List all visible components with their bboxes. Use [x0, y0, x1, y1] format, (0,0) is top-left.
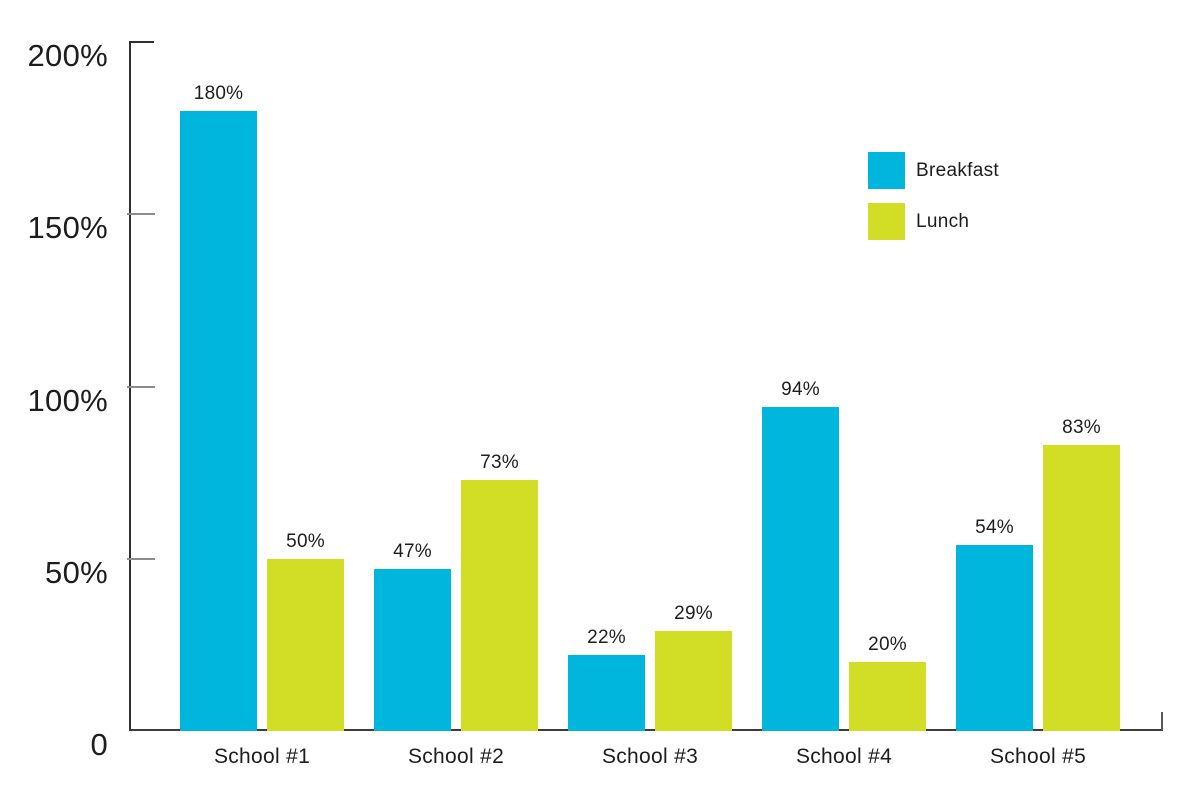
y-axis-label: 0 [90, 727, 108, 762]
y-tick-150% [127, 213, 155, 216]
legend-item-breakfast: Breakfast [868, 152, 999, 189]
x-axis-line [129, 729, 1163, 731]
y-tick-100% [127, 385, 155, 388]
bar-lunch-school-2 [461, 480, 538, 731]
legend-swatch-lunch [868, 203, 905, 240]
bar-breakfast-school-1 [180, 111, 257, 731]
x-axis-label: School #2 [407, 745, 505, 768]
legend-label-breakfast: Breakfast [916, 159, 999, 181]
x-axis-end-tick [1161, 712, 1163, 730]
bar-lunch-school-4 [849, 662, 926, 731]
bar-breakfast-school-4 [762, 407, 839, 731]
bar-lunch-school-1 [267, 559, 344, 731]
bar-value-label: 22% [587, 627, 626, 648]
legend: Breakfast Lunch [868, 152, 999, 254]
bar-lunch-school-5 [1043, 445, 1120, 731]
bar-value-label: 54% [975, 517, 1014, 538]
legend-swatch-breakfast [868, 152, 905, 189]
bar-value-label: 47% [393, 541, 432, 562]
x-axis-label: School #3 [601, 745, 699, 768]
bar-value-label: 83% [1062, 417, 1101, 438]
bar-lunch-school-3 [655, 631, 732, 731]
y-axis-label: 200% [27, 38, 108, 73]
x-axis-label: School #5 [989, 745, 1087, 768]
bar-value-label: 50% [286, 531, 325, 552]
bar-breakfast-school-2 [374, 569, 451, 731]
y-axis-label: 100% [27, 382, 108, 418]
legend-label-lunch: Lunch [916, 210, 970, 232]
x-axis-label: School #4 [795, 745, 893, 768]
bar-value-label: 29% [674, 603, 713, 624]
y-axis-label: 50% [45, 554, 108, 590]
bar-breakfast-school-3 [568, 655, 645, 731]
bar-value-label: 20% [868, 634, 907, 655]
y-axis-label: 150% [27, 210, 108, 246]
y-tick-200% [129, 41, 154, 43]
legend-item-lunch: Lunch [868, 203, 999, 240]
y-tick-50% [127, 557, 155, 560]
bar-breakfast-school-5 [956, 545, 1033, 731]
x-axis-label: School #1 [213, 745, 311, 768]
bar-value-label: 94% [781, 379, 820, 400]
bar-value-label: 180% [193, 83, 244, 104]
bar-value-label: 73% [480, 452, 519, 473]
